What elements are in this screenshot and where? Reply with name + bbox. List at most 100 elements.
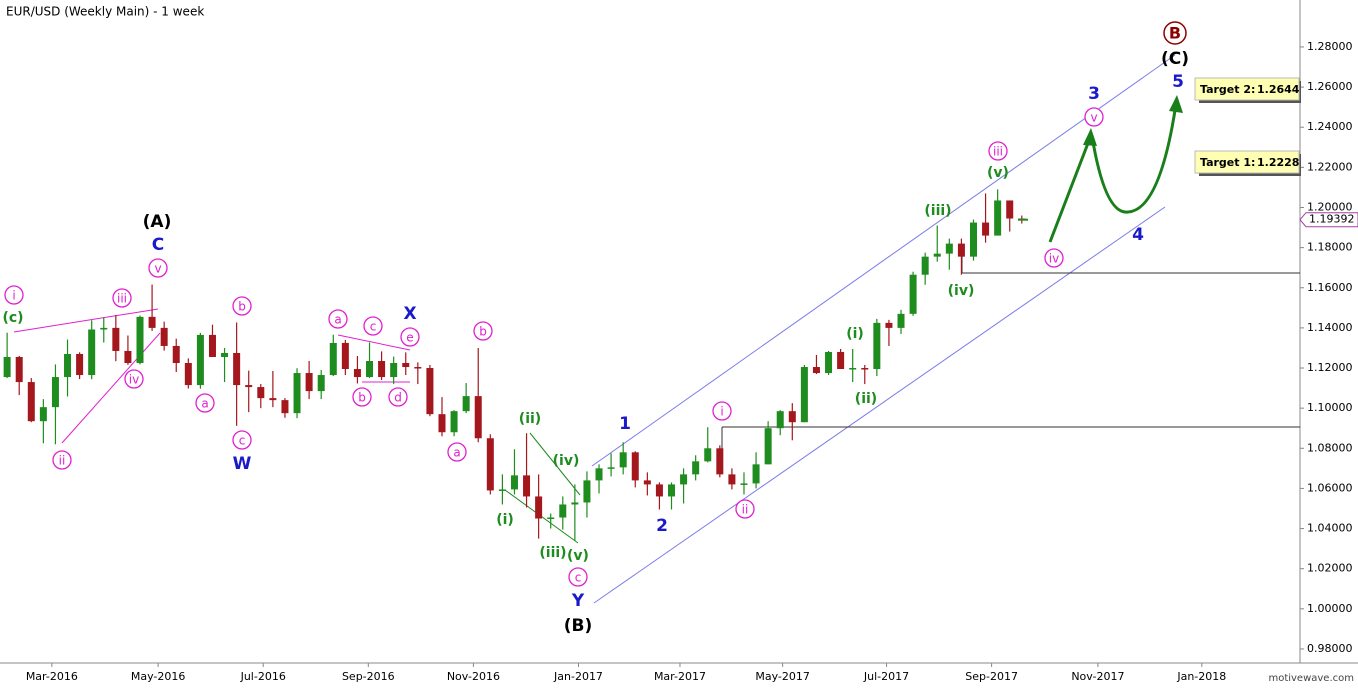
wave-circle <box>363 316 383 336</box>
wave-label: C <box>152 235 164 255</box>
target-value: 1.2228 <box>1257 156 1299 169</box>
candle-body <box>269 398 277 401</box>
candle-body <box>643 480 651 485</box>
wave-label: 5 <box>1172 72 1184 92</box>
candle-body <box>909 274 917 314</box>
y-tick-label: 1.22000 <box>1307 160 1353 173</box>
target-box <box>1194 150 1300 174</box>
candle-body <box>438 414 446 433</box>
candle-body <box>402 363 410 368</box>
candle-body <box>184 363 192 386</box>
wave-circle <box>712 401 732 421</box>
candle-body <box>76 353 84 376</box>
wave-label: iii <box>117 292 127 306</box>
candle-body <box>535 496 543 519</box>
candle-body <box>39 407 47 422</box>
candle-body <box>196 334 204 386</box>
y-tick-label: 1.28000 <box>1307 40 1353 53</box>
candle-body <box>607 467 615 469</box>
wave-label: c <box>370 320 377 334</box>
wave-circle <box>4 285 24 305</box>
wave-label: c <box>575 571 582 585</box>
x-tick-label: Sep-2016 <box>342 670 395 683</box>
candle-body <box>353 369 361 378</box>
wave-label: (B) <box>564 616 593 636</box>
wave-label: (i) <box>496 512 514 528</box>
y-tick-label: 1.26000 <box>1307 80 1353 93</box>
candle-body <box>969 222 977 257</box>
candle-body <box>837 351 845 370</box>
wave-label: e <box>406 331 413 345</box>
wave-label: (v) <box>567 548 589 564</box>
y-tick-label: 1.18000 <box>1307 241 1353 254</box>
wave-circle <box>352 387 372 407</box>
y-tick-label: 1.24000 <box>1307 120 1353 133</box>
wave-label: 4 <box>1132 225 1144 245</box>
wave-label: (iii) <box>924 203 951 219</box>
wave-label: c <box>239 434 246 448</box>
wave-label: b <box>479 325 487 339</box>
wave-label: (ii) <box>519 411 541 427</box>
candle-body <box>631 452 639 481</box>
target-box <box>1194 77 1300 101</box>
wave-label: W <box>233 454 252 474</box>
candle-body <box>160 327 168 346</box>
wave-circle <box>568 567 588 587</box>
candle-body <box>221 352 229 357</box>
wave-label: v <box>154 262 161 276</box>
wave-label: (v) <box>987 165 1009 181</box>
candle-body <box>547 517 555 520</box>
wave-label: iv <box>129 373 139 387</box>
wave-label: iv <box>1049 252 1059 266</box>
candle-body <box>692 461 700 475</box>
candle-body <box>800 367 808 423</box>
wave-label: (ii) <box>855 391 877 407</box>
wave-circle <box>735 499 755 519</box>
wave-circle <box>1163 21 1187 45</box>
candle-body <box>293 373 301 414</box>
candle-body <box>740 483 748 485</box>
candle-body <box>88 329 96 376</box>
wave-label: (iv) <box>948 283 975 299</box>
y-tick-label: 1.08000 <box>1307 441 1353 454</box>
y-tick-label: 0.98000 <box>1307 642 1353 655</box>
candle-body <box>559 504 567 518</box>
candle-body <box>414 367 422 369</box>
candle-body <box>112 327 120 351</box>
candle-body <box>716 448 724 475</box>
wave-circle <box>195 393 215 413</box>
wave-label: (C) <box>1161 49 1189 69</box>
y-tick-label: 1.00000 <box>1307 602 1353 615</box>
wave-label: ii <box>742 503 749 517</box>
candle-body <box>619 452 627 468</box>
candle-body <box>583 480 591 503</box>
last-price-tag <box>1299 212 1358 228</box>
wave-circle <box>328 309 348 329</box>
candle-body <box>1006 200 1014 219</box>
wave-label: a <box>334 313 341 327</box>
candle-body <box>921 256 929 275</box>
candle-body <box>571 502 579 505</box>
candle-body <box>64 353 72 378</box>
y-tick-label: 1.04000 <box>1307 522 1353 535</box>
candles <box>3 189 1026 541</box>
candle-body <box>523 475 531 497</box>
candle-body <box>281 400 289 414</box>
candle-body <box>498 489 506 491</box>
candle-body <box>317 375 325 392</box>
wedge-line <box>529 432 581 496</box>
candle-body <box>341 342 349 370</box>
candle-body <box>3 356 11 378</box>
wave-circle <box>400 327 420 347</box>
wave-label: B <box>1169 24 1181 43</box>
candle-body <box>208 334 216 357</box>
wave-circle <box>148 258 168 278</box>
candle-body <box>100 327 108 330</box>
wave-label: a <box>453 446 460 460</box>
channel-upper <box>591 54 1176 467</box>
candle-body <box>462 396 470 412</box>
wave-circle <box>112 288 132 308</box>
candle-body <box>825 351 833 374</box>
y-tick-label: 1.06000 <box>1307 481 1353 494</box>
